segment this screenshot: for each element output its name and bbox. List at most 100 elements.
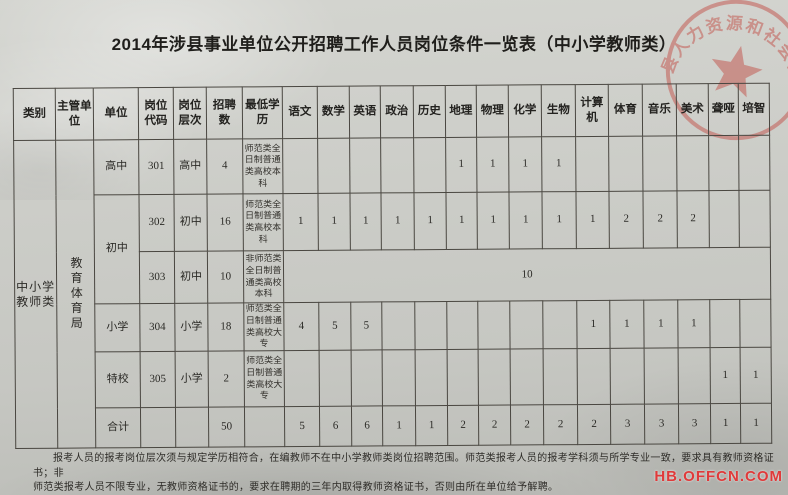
- col-header-computer: 计算机: [575, 84, 609, 137]
- subject-cell: 1: [643, 299, 679, 349]
- total-subject-cell: 1: [740, 403, 772, 444]
- footnote: 报考人员的报考岗位层次须与规定学历相符合，在编教师不在中小学教师类岗位招聘范围。…: [33, 452, 781, 495]
- col-header-education: 最低学历: [242, 86, 283, 139]
- count-cell: 2: [208, 350, 245, 408]
- subject-cell: 5: [318, 302, 352, 351]
- subject-cell: 1: [349, 192, 382, 251]
- subject-cell: 1: [476, 137, 509, 193]
- col-header-chinese: 语文: [282, 86, 318, 139]
- subject-cell: 2: [642, 190, 678, 249]
- positions-table-wrapper: 类别 主管单位 单位 岗位代码 岗位层次 招聘数 最低学历 语文 数学 英语 政…: [13, 83, 773, 449]
- subject-cell: 1: [677, 299, 711, 348]
- unit-cell: 初中: [93, 194, 140, 304]
- empty-cell: [175, 407, 209, 448]
- col-header-deafmute: 聋哑: [708, 83, 739, 136]
- page-title: 2014年涉县事业单位公开招聘工作人员岗位条件一览表（中小学教师类）: [111, 35, 677, 54]
- level-cell: 初中: [173, 194, 208, 252]
- subject-cell: [738, 190, 771, 248]
- count-cell: 16: [206, 193, 244, 252]
- col-header-history: 历史: [413, 85, 446, 138]
- subject-cell: 2: [676, 190, 710, 248]
- subject-cell: [678, 347, 711, 404]
- merged-subjects-cell: 10: [283, 247, 771, 303]
- subject-cell: 2: [608, 191, 644, 249]
- count-cell: 10: [207, 250, 244, 304]
- total-subject-cell: 6: [319, 406, 352, 447]
- subject-cell: 1: [282, 193, 319, 251]
- star-icon: [711, 45, 763, 98]
- official-seal-stamp: 涉县人力资源和社会保障局: [641, 0, 788, 141]
- col-header-geography: 地理: [445, 85, 477, 138]
- unit-cell: 高中: [93, 139, 139, 195]
- subject-cell: 1: [508, 191, 543, 250]
- subject-cell: 5: [350, 301, 383, 351]
- level-cell: 小学: [175, 351, 209, 408]
- level-cell: 小学: [174, 303, 209, 352]
- total-label-cell: 合计: [95, 407, 141, 448]
- subject-cell: [676, 135, 709, 191]
- subject-cell: [608, 136, 643, 192]
- col-header-math: 数学: [317, 86, 350, 139]
- subject-cell: [414, 301, 448, 350]
- positions-table: 类别 主管单位 单位 岗位代码 岗位层次 招聘数 最低学历 语文 数学 英语 政…: [13, 83, 773, 449]
- supervisor-cell: 教育体育局: [55, 139, 96, 449]
- subject-cell: [610, 348, 645, 405]
- subject-cell: [351, 349, 383, 407]
- total-subject-cell: 2: [577, 404, 611, 445]
- col-header-chemistry: 化学: [508, 84, 542, 138]
- subject-cell: [543, 348, 578, 405]
- empty-cell: [140, 407, 176, 448]
- subject-cell: [349, 137, 381, 194]
- col-header-count: 招聘数: [206, 86, 243, 140]
- total-subject-cell: 1: [382, 405, 416, 446]
- subject-cell: 1: [575, 191, 610, 249]
- code-cell: 303: [139, 251, 175, 304]
- subject-cell: [510, 348, 544, 406]
- col-header-pe: 体育: [608, 84, 643, 137]
- table-row-302: 初中 302 初中 16 师范类全日制普通类高校本科 1 1 1 1 1 1 1…: [14, 190, 771, 304]
- subject-cell: [282, 138, 318, 194]
- subject-cell: [577, 348, 611, 405]
- code-cell: 304: [139, 303, 176, 352]
- subject-cell: [284, 350, 320, 407]
- subject-cell: 4: [283, 302, 320, 351]
- code-cell: 301: [138, 139, 174, 195]
- level-cell: 高中: [173, 139, 207, 195]
- col-header-level: 岗位层次: [173, 87, 207, 140]
- table-row-304: 小学 304 小学 18 师范类全日制普通类高校大专 4 5 5 1 1 1 1: [15, 299, 772, 352]
- subject-cell: 1: [413, 192, 447, 250]
- total-subject-cell: 1: [415, 405, 448, 446]
- table-row-305: 特校 305 小学 2 师范类全日制普通类高校大专 1 1: [15, 347, 772, 408]
- subject-cell: [382, 349, 416, 406]
- total-subject-cell: 2: [447, 405, 479, 446]
- col-header-peizhi: 培智: [738, 83, 770, 136]
- total-subject-cell: 6: [351, 405, 383, 447]
- empty-cell: [244, 406, 285, 447]
- education-cell: 师范类全日制普通类高校本科: [242, 138, 283, 194]
- subject-cell: 1: [740, 347, 772, 404]
- total-row: 合计 50 5 6 6 1 1 2 2 2 2 2 3 3 3 1 1: [15, 403, 772, 448]
- subject-cell: [380, 137, 414, 193]
- footnote-line1: 报考人员的报考岗位层次须与规定学历相符合，在编教师不在中小学教师类岗位招聘范围。…: [33, 453, 774, 479]
- level-cell: 初中: [174, 251, 208, 304]
- subject-cell: [317, 138, 350, 194]
- code-cell: 305: [140, 351, 176, 408]
- table-row-301: 中小学教师类 教育体育局 高中 301 高中 4 师范类全日制普通类高校本科 1…: [13, 135, 770, 449]
- subject-cell: [509, 300, 544, 350]
- subject-cell: [708, 190, 740, 248]
- col-header-music: 音乐: [642, 83, 677, 137]
- education-cell: 师范类全日制普通类高校大专: [244, 350, 285, 407]
- subject-cell: 1: [508, 136, 542, 193]
- unit-cell: 小学: [94, 303, 141, 352]
- col-header-unit: 单位: [93, 87, 139, 140]
- total-subject-cell: 5: [284, 406, 320, 447]
- subject-cell: [381, 301, 416, 350]
- total-subject-cell: 2: [478, 405, 511, 446]
- education-cell: 非师范类全日制普通类高校本科: [243, 250, 284, 303]
- unit-cell: 特校: [95, 351, 141, 408]
- col-header-physics: 物理: [476, 85, 509, 138]
- subject-cell: [575, 136, 609, 192]
- col-header-art: 美术: [676, 83, 709, 136]
- subject-cell: [446, 301, 479, 350]
- subject-cell: [739, 299, 772, 348]
